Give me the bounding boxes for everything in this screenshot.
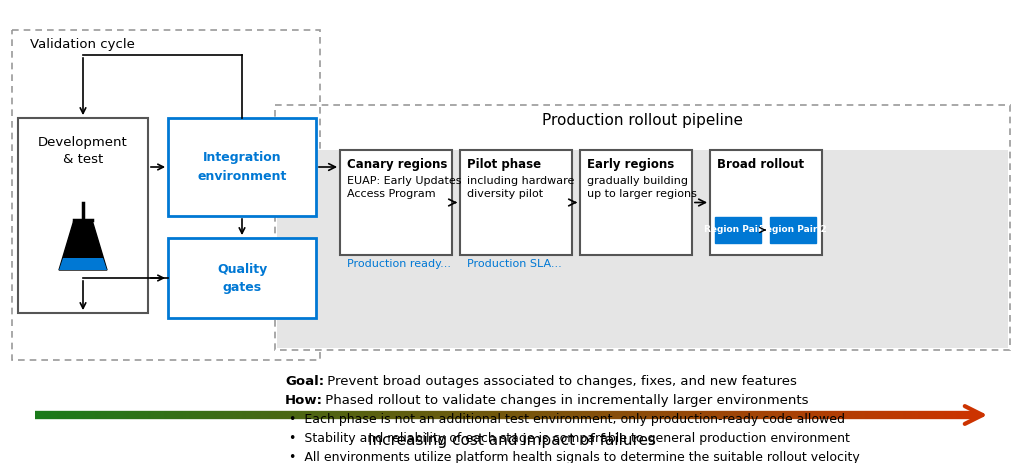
Text: Integration
environment: Integration environment [198,151,287,182]
Text: Early regions: Early regions [587,158,674,171]
FancyBboxPatch shape [770,217,816,243]
Text: including hardware
diversity pilot: including hardware diversity pilot [467,176,574,199]
Text: How:: How: [285,394,323,407]
FancyBboxPatch shape [580,150,692,255]
Text: Goal:: Goal: [285,375,325,388]
Text: Pilot phase: Pilot phase [467,158,541,171]
Text: Canary regions: Canary regions [347,158,447,171]
Text: Broad rollout: Broad rollout [717,158,804,171]
Text: Development
& test: Development & test [38,136,128,166]
FancyBboxPatch shape [168,238,316,318]
Text: Region Pair 1: Region Pair 1 [705,225,772,234]
FancyBboxPatch shape [715,217,761,243]
Text: Increasing cost and impact of failures: Increasing cost and impact of failures [368,433,656,448]
Polygon shape [59,258,106,270]
Text: gradually building
up to larger regions: gradually building up to larger regions [587,176,697,199]
FancyBboxPatch shape [278,150,1008,348]
Text: Validation cycle: Validation cycle [30,38,135,51]
Text: Production SLA...: Production SLA... [467,259,562,269]
Text: Production ready...: Production ready... [347,259,451,269]
FancyBboxPatch shape [340,150,452,255]
Text: •  Stability and reliability of each stage is comparable to general production e: • Stability and reliability of each stag… [289,432,850,445]
Text: Region Pair 2: Region Pair 2 [759,225,826,234]
Text: •  Each phase is not an additional test environment, only production-ready code : • Each phase is not an additional test e… [289,413,845,426]
FancyBboxPatch shape [460,150,572,255]
Text: Phased rollout to validate changes in incrementally larger environments: Phased rollout to validate changes in in… [321,394,809,407]
Text: Production rollout pipeline: Production rollout pipeline [542,113,743,128]
Text: Prevent broad outages associated to changes, fixes, and new features: Prevent broad outages associated to chan… [323,375,797,388]
Text: Quality
gates: Quality gates [217,263,267,294]
FancyBboxPatch shape [710,150,822,255]
Text: EUAP: Early Updates
Access Program: EUAP: Early Updates Access Program [347,176,462,199]
FancyBboxPatch shape [18,118,148,313]
Text: •  All environments utilize platform health signals to determine the suitable ro: • All environments utilize platform heal… [289,451,860,463]
Polygon shape [59,220,106,270]
FancyBboxPatch shape [168,118,316,216]
